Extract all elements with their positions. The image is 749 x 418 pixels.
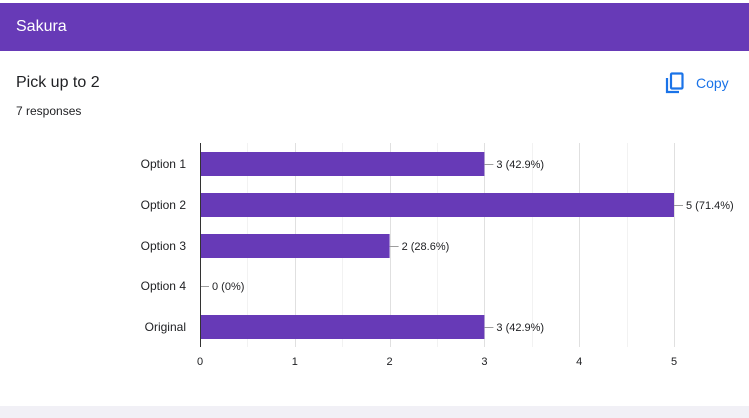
- response-count: 7 responses: [16, 104, 82, 118]
- bar: [200, 152, 485, 176]
- copy-label: Copy: [696, 75, 729, 91]
- x-tick-label: 3: [481, 356, 487, 368]
- bar: [200, 234, 390, 258]
- x-tick-label: 0: [197, 356, 203, 368]
- question-card: Sakura Pick up to 2 7 responses Copy 3 (…: [0, 0, 749, 406]
- copy-icon: [664, 72, 686, 94]
- copy-button[interactable]: Copy: [664, 70, 729, 96]
- data-label: 2 (28.6%): [402, 241, 450, 253]
- bar: [200, 193, 674, 217]
- bar-chart: 3 (42.9%) 5 (71.4%) 2 (28.6%) 0 (0%) 3 (42.9…: [141, 143, 734, 368]
- x-tick-label: 1: [292, 356, 298, 368]
- bar: [200, 315, 485, 339]
- form-header: Sakura: [0, 3, 749, 51]
- category-label: Option 3: [141, 239, 187, 253]
- form-title: Sakura: [16, 18, 67, 35]
- data-label: 5 (71.4%): [686, 200, 734, 212]
- x-tick-label: 2: [387, 356, 393, 368]
- data-label: 0 (0%): [212, 281, 244, 293]
- category-label: Option 4: [141, 279, 187, 293]
- category-label: Option 2: [141, 198, 187, 212]
- category-label: Original: [145, 320, 186, 334]
- data-label: 3 (42.9%): [496, 322, 544, 334]
- category-label: Option 1: [141, 157, 187, 171]
- x-tick-label: 5: [671, 356, 677, 368]
- question-title: Pick up to 2: [16, 74, 100, 91]
- data-label: 3 (42.9%): [496, 159, 544, 171]
- x-tick-label: 4: [576, 356, 582, 368]
